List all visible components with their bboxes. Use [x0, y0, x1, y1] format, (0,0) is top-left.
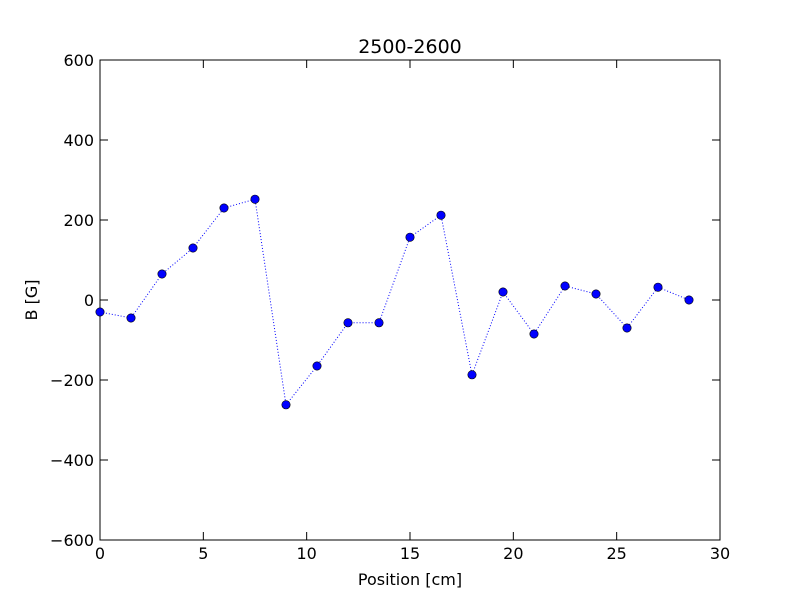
- x-tick-label: 5: [198, 544, 208, 563]
- x-tick-label: 15: [400, 544, 420, 563]
- y-axis: −600 −400 −200 0 200 400 600: [50, 51, 720, 550]
- data-point: [219, 203, 229, 213]
- data-point: [126, 313, 136, 323]
- data-point: [95, 307, 105, 317]
- data-point: [374, 318, 384, 328]
- x-axis-label: Position [cm]: [358, 570, 462, 589]
- x-tick-label: 30: [710, 544, 730, 563]
- x-tick-label: 0: [95, 544, 105, 563]
- data-point: [591, 289, 601, 299]
- y-tick-label: −200: [50, 371, 94, 390]
- data-point: [653, 282, 663, 292]
- y-tick-label: 0: [84, 291, 94, 310]
- data-point: [684, 295, 694, 305]
- data-point: [250, 194, 260, 204]
- data-point: [281, 400, 291, 410]
- chart-title: 2500-2600: [358, 36, 462, 58]
- y-tick-label: 200: [63, 211, 94, 230]
- data-point: [467, 370, 477, 380]
- plot-border: [99, 59, 721, 541]
- data-point: [498, 287, 508, 297]
- data-point: [622, 323, 632, 333]
- y-tick-label: −400: [50, 451, 94, 470]
- data-point: [405, 232, 415, 242]
- data-point: [188, 243, 198, 253]
- series-layer: [95, 194, 694, 410]
- data-point: [560, 281, 570, 291]
- y-tick-label: −600: [50, 531, 94, 550]
- data-point: [157, 269, 167, 279]
- y-tick-label: 400: [63, 131, 94, 150]
- data-point: [436, 210, 446, 220]
- x-tick-label: 20: [503, 544, 523, 563]
- x-tick-label: 25: [606, 544, 626, 563]
- x-axis: 0 5 10 15 20 25 30: [95, 60, 730, 563]
- data-point: [529, 329, 539, 339]
- plot-area: [99, 59, 721, 541]
- x-tick-label: 10: [296, 544, 316, 563]
- data-point: [312, 361, 322, 371]
- y-tick-label: 600: [63, 51, 94, 70]
- y-axis-label: B [G]: [22, 280, 41, 321]
- data-point: [343, 318, 353, 328]
